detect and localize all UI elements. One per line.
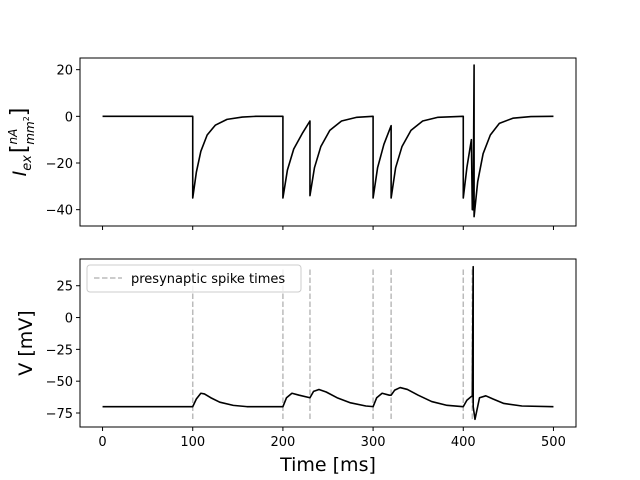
xtick-label-300: 300 [361,435,386,450]
ytick-label-4: −75 [46,407,73,422]
ytick-label-2: −25 [46,343,73,358]
ytick-label-3: −40 [46,204,73,219]
ytick-label-0: 20 [56,64,73,79]
legend-label: presynaptic spike times [131,272,285,287]
current-axes-frame [79,57,577,227]
current-panel: 20 0 −20 −40 Iex[nA mm2] [6,57,577,230]
ytick-label-2: −20 [46,157,73,172]
voltage-ticks: 0 100 200 300 400 500 25 0 −25 −50 −75 [46,280,566,450]
legend-box [86,264,302,293]
ylabel-unit-denominator: mm [23,121,37,144]
series-line-I_ex [102,64,554,218]
voltage-panel: 0 100 200 300 400 500 25 0 −25 −50 −75 V [mV] Time… [15,258,577,476]
voltage-series [102,265,554,421]
current-ticks: 20 0 −20 −40 [46,64,554,230]
ytick-label-3: −50 [46,375,73,390]
ylabel-subscript: ex [20,155,35,171]
xtick-label-100: 100 [180,435,205,450]
voltage-axes-frame [79,258,577,428]
legend: presynaptic spike times [86,264,302,293]
ylabel-unit-numerator: nA [6,129,20,145]
xtick-label-400: 400 [451,435,476,450]
current-series [102,64,554,218]
ytick-label-1: 0 [65,312,73,327]
voltage-ylabel: V [mV] [15,310,37,375]
ytick-label-1: 0 [65,110,73,125]
series-line-V [102,265,554,421]
ytick-label-0: 25 [56,280,73,295]
xtick-label-500: 500 [541,435,566,450]
ylabel-main: I [9,170,31,176]
time-xlabel: Time [ms] [279,454,376,476]
ylabel-unit-exponent: 2 [22,116,31,121]
xtick-label-200: 200 [270,435,295,450]
current-ylabel: Iex[nA mm2] [6,108,37,177]
xtick-label-0: 0 [98,435,106,450]
